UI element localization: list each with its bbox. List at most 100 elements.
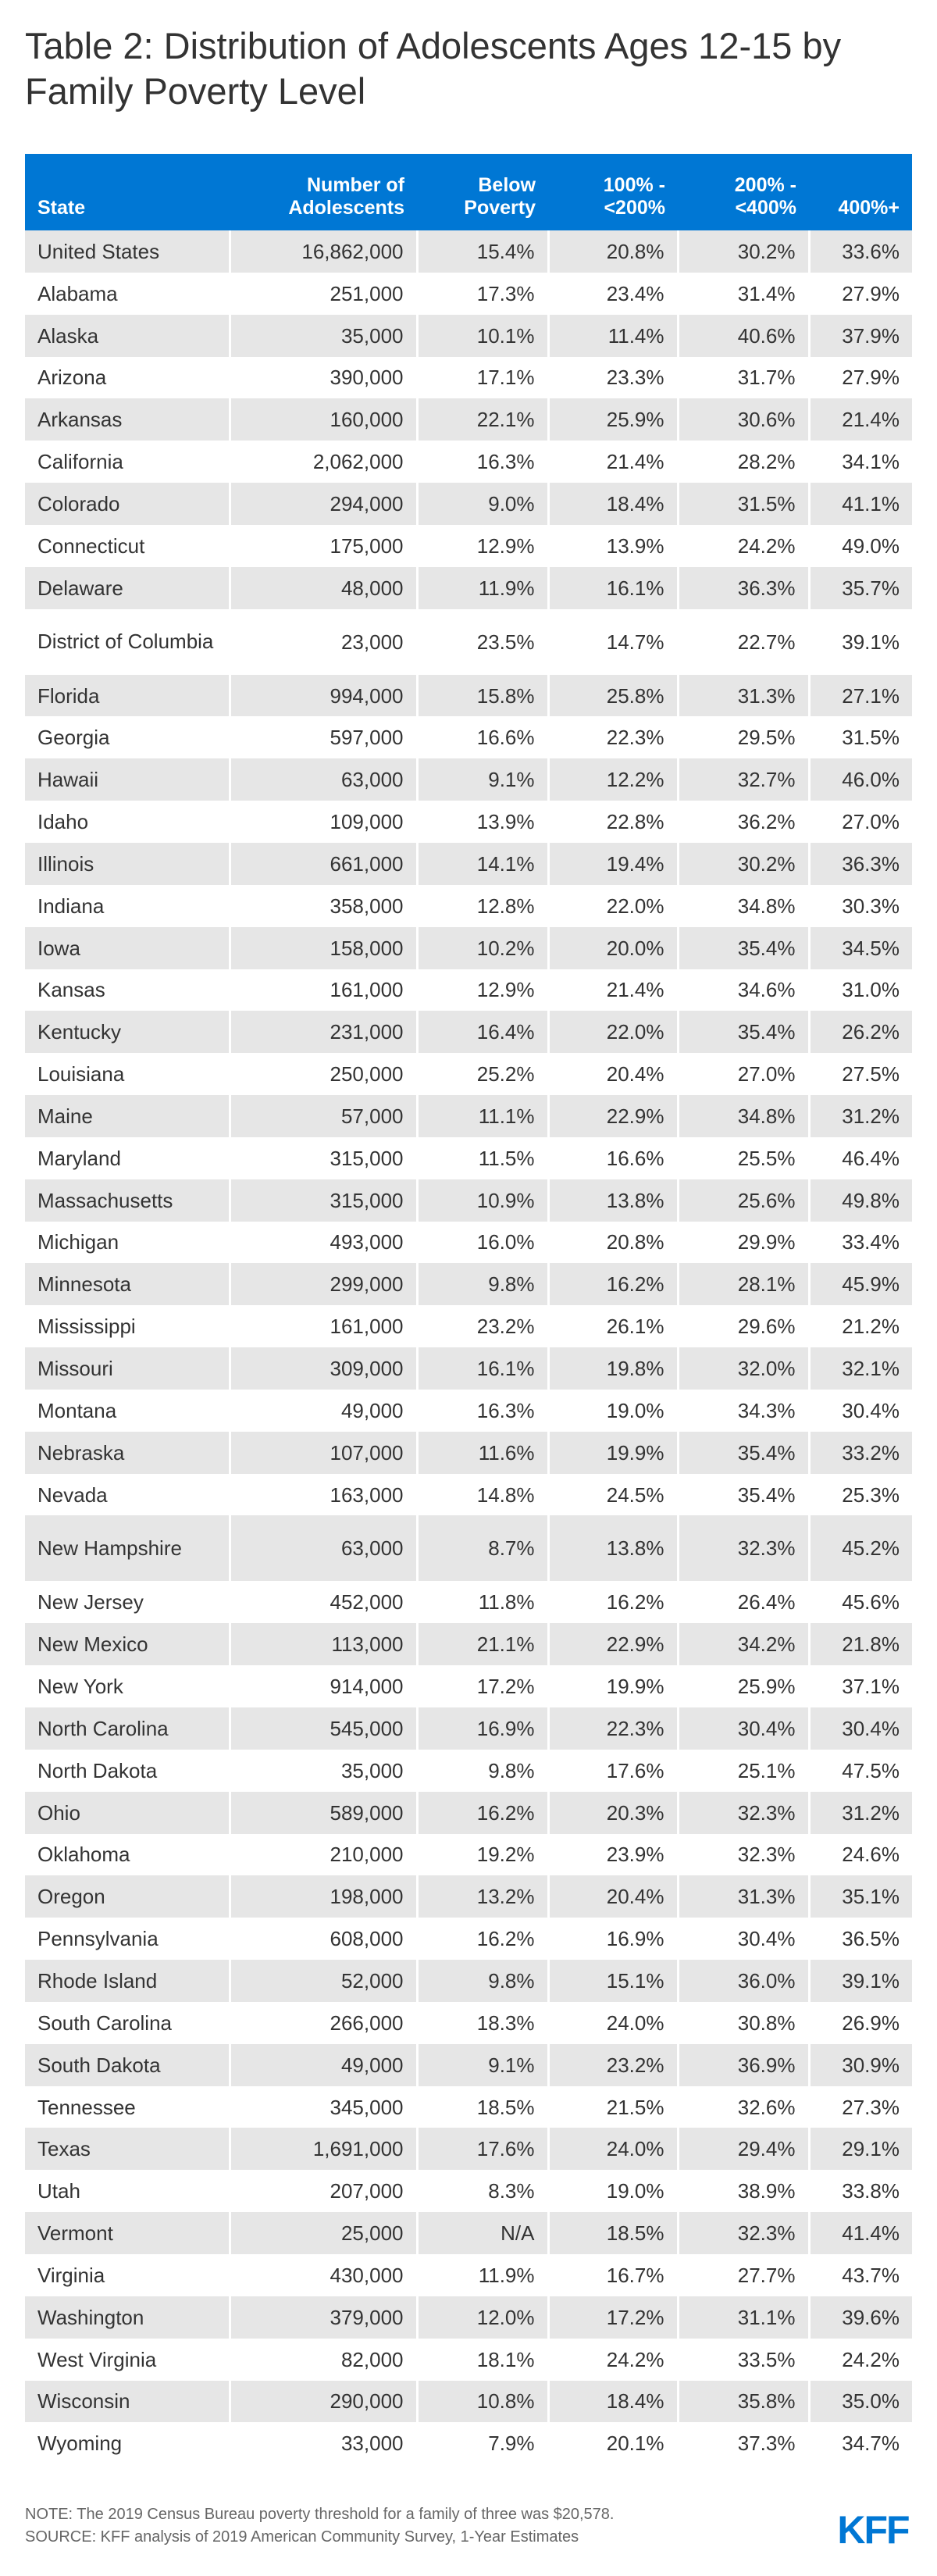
- cell-below-poverty: 15.4%: [415, 230, 548, 273]
- cell-400-plus: 29.1%: [807, 2128, 912, 2171]
- page-title: Table 2: Distribution of Adolescents Age…: [25, 25, 842, 112]
- cell-100-200: 17.6%: [547, 1749, 678, 1792]
- cell-400-plus: 30.4%: [807, 1389, 912, 1432]
- cell-below-poverty: 22.1%: [415, 398, 548, 441]
- cell-200-400: 30.8%: [676, 2001, 809, 2044]
- table-row: Indiana 358,000 12.8% 22.0% 34.8% 30.3%: [25, 884, 912, 927]
- cell-state: Nevada: [25, 1473, 230, 1516]
- cell-100-200: 17.2%: [547, 2296, 678, 2339]
- cell-200-400: 36.3%: [676, 566, 809, 609]
- cell-400-plus: 33.6%: [807, 230, 912, 273]
- cell-400-plus: 30.4%: [807, 1707, 912, 1750]
- cell-200-400: 32.3%: [676, 1791, 809, 1834]
- cell-number: 113,000: [228, 1623, 417, 1666]
- cell-100-200: 20.4%: [547, 1053, 678, 1096]
- table-row: Montana 49,000 16.3% 19.0% 34.3% 30.4%: [25, 1389, 912, 1432]
- cell-number: 160,000: [228, 398, 417, 441]
- cell-100-200: 16.7%: [547, 2253, 678, 2296]
- table-row: North Carolina 545,000 16.9% 22.3% 30.4% 30.4…: [25, 1707, 912, 1750]
- cell-state: South Dakota: [25, 2043, 230, 2086]
- cell-below-poverty: 9.1%: [415, 2043, 548, 2086]
- cell-state: North Dakota: [25, 1749, 230, 1792]
- cell-200-400: 34.3%: [676, 1389, 809, 1432]
- cell-number: 161,000: [228, 969, 417, 1011]
- cell-100-200: 12.2%: [547, 758, 678, 801]
- cell-below-poverty: 12.9%: [415, 524, 548, 567]
- cell-state: Ohio: [25, 1791, 230, 1834]
- cell-state: Rhode Island: [25, 1960, 230, 2002]
- cell-400-plus: 39.1%: [807, 1960, 912, 2002]
- cell-state: Colorado: [25, 483, 230, 525]
- cell-100-200: 15.1%: [547, 1960, 678, 2002]
- cell-state: Alabama: [25, 272, 230, 315]
- table-row: Wyoming 33,000 7.9% 20.1% 37.3% 34.7%: [25, 2422, 912, 2465]
- cell-200-400: 29.9%: [676, 1221, 809, 1264]
- cell-number: 294,000: [228, 483, 417, 525]
- cell-number: 109,000: [228, 801, 417, 843]
- cell-200-400: 35.4%: [676, 1011, 809, 1054]
- cell-state: Kentucky: [25, 1011, 230, 1054]
- cell-number: 1,691,000: [228, 2128, 417, 2171]
- cell-100-200: 13.9%: [547, 524, 678, 567]
- cell-number: 49,000: [228, 2043, 417, 2086]
- cell-200-400: 40.6%: [676, 314, 809, 357]
- cell-100-200: 13.8%: [547, 1515, 678, 1582]
- cell-state: Georgia: [25, 716, 230, 759]
- cell-state: Hawaii: [25, 758, 230, 801]
- cell-state: Texas: [25, 2128, 230, 2171]
- cell-100-200: 19.9%: [547, 1665, 678, 1707]
- cell-state: Mississippi: [25, 1305, 230, 1348]
- cell-below-poverty: 10.9%: [415, 1179, 548, 1222]
- cell-number: 2,062,000: [228, 441, 417, 483]
- cell-state: Nebraska: [25, 1431, 230, 1474]
- cell-200-400: 25.6%: [676, 1179, 809, 1222]
- cell-200-400: 31.5%: [676, 483, 809, 525]
- cell-100-200: 24.5%: [547, 1473, 678, 1516]
- cell-100-200: 24.0%: [547, 2128, 678, 2171]
- cell-below-poverty: 14.1%: [415, 842, 548, 885]
- cell-number: 251,000: [228, 272, 417, 315]
- table-row: New Hampshire 63,000 8.7% 13.8% 32.3% 45.2%: [25, 1515, 912, 1582]
- cell-state: Wisconsin: [25, 2380, 230, 2423]
- cell-200-400: 32.3%: [676, 1515, 809, 1582]
- cell-below-poverty: 9.1%: [415, 758, 548, 801]
- cell-100-200: 22.0%: [547, 1011, 678, 1054]
- cell-below-poverty: 19.2%: [415, 1833, 548, 1876]
- table-row: Oklahoma 210,000 19.2% 23.9% 32.3% 24.6%: [25, 1833, 912, 1876]
- cell-below-poverty: 9.8%: [415, 1263, 548, 1306]
- cell-number: 16,862,000: [228, 230, 417, 273]
- table-row: Iowa 158,000 10.2% 20.0% 35.4% 34.5%: [25, 926, 912, 969]
- cell-100-200: 22.9%: [547, 1623, 678, 1666]
- cell-below-poverty: 16.9%: [415, 1707, 548, 1750]
- cell-100-200: 18.4%: [547, 483, 678, 525]
- cell-400-plus: 32.1%: [807, 1347, 912, 1390]
- cell-100-200: 24.2%: [547, 2338, 678, 2381]
- cell-100-200: 23.2%: [547, 2043, 678, 2086]
- cell-200-400: 28.2%: [676, 441, 809, 483]
- cell-200-400: 32.6%: [676, 2085, 809, 2128]
- cell-number: 107,000: [228, 1431, 417, 1474]
- cell-state: Florida: [25, 674, 230, 717]
- cell-200-400: 34.6%: [676, 969, 809, 1011]
- cell-400-plus: 24.6%: [807, 1833, 912, 1876]
- cell-state: Maryland: [25, 1136, 230, 1179]
- cell-400-plus: 30.9%: [807, 2043, 912, 2086]
- cell-number: 379,000: [228, 2296, 417, 2339]
- cell-number: 430,000: [228, 2253, 417, 2296]
- cell-below-poverty: N/A: [415, 2212, 548, 2254]
- cell-200-400: 25.1%: [676, 1749, 809, 1792]
- cell-number: 33,000: [228, 2422, 417, 2465]
- cell-state: Connecticut: [25, 524, 230, 567]
- cell-100-200: 14.7%: [547, 608, 678, 675]
- cell-number: 23,000: [228, 608, 417, 675]
- cell-200-400: 27.7%: [676, 2253, 809, 2296]
- cell-200-400: 25.9%: [676, 1665, 809, 1707]
- cell-state: Maine: [25, 1095, 230, 1137]
- cell-below-poverty: 10.8%: [415, 2380, 548, 2423]
- cell-state: Minnesota: [25, 1263, 230, 1306]
- cell-400-plus: 35.0%: [807, 2380, 912, 2423]
- cell-state: Missouri: [25, 1347, 230, 1390]
- cell-state: Washington: [25, 2296, 230, 2339]
- table-row: Arizona 390,000 17.1% 23.3% 31.7% 27.9%: [25, 356, 912, 399]
- cell-100-200: 22.9%: [547, 1095, 678, 1137]
